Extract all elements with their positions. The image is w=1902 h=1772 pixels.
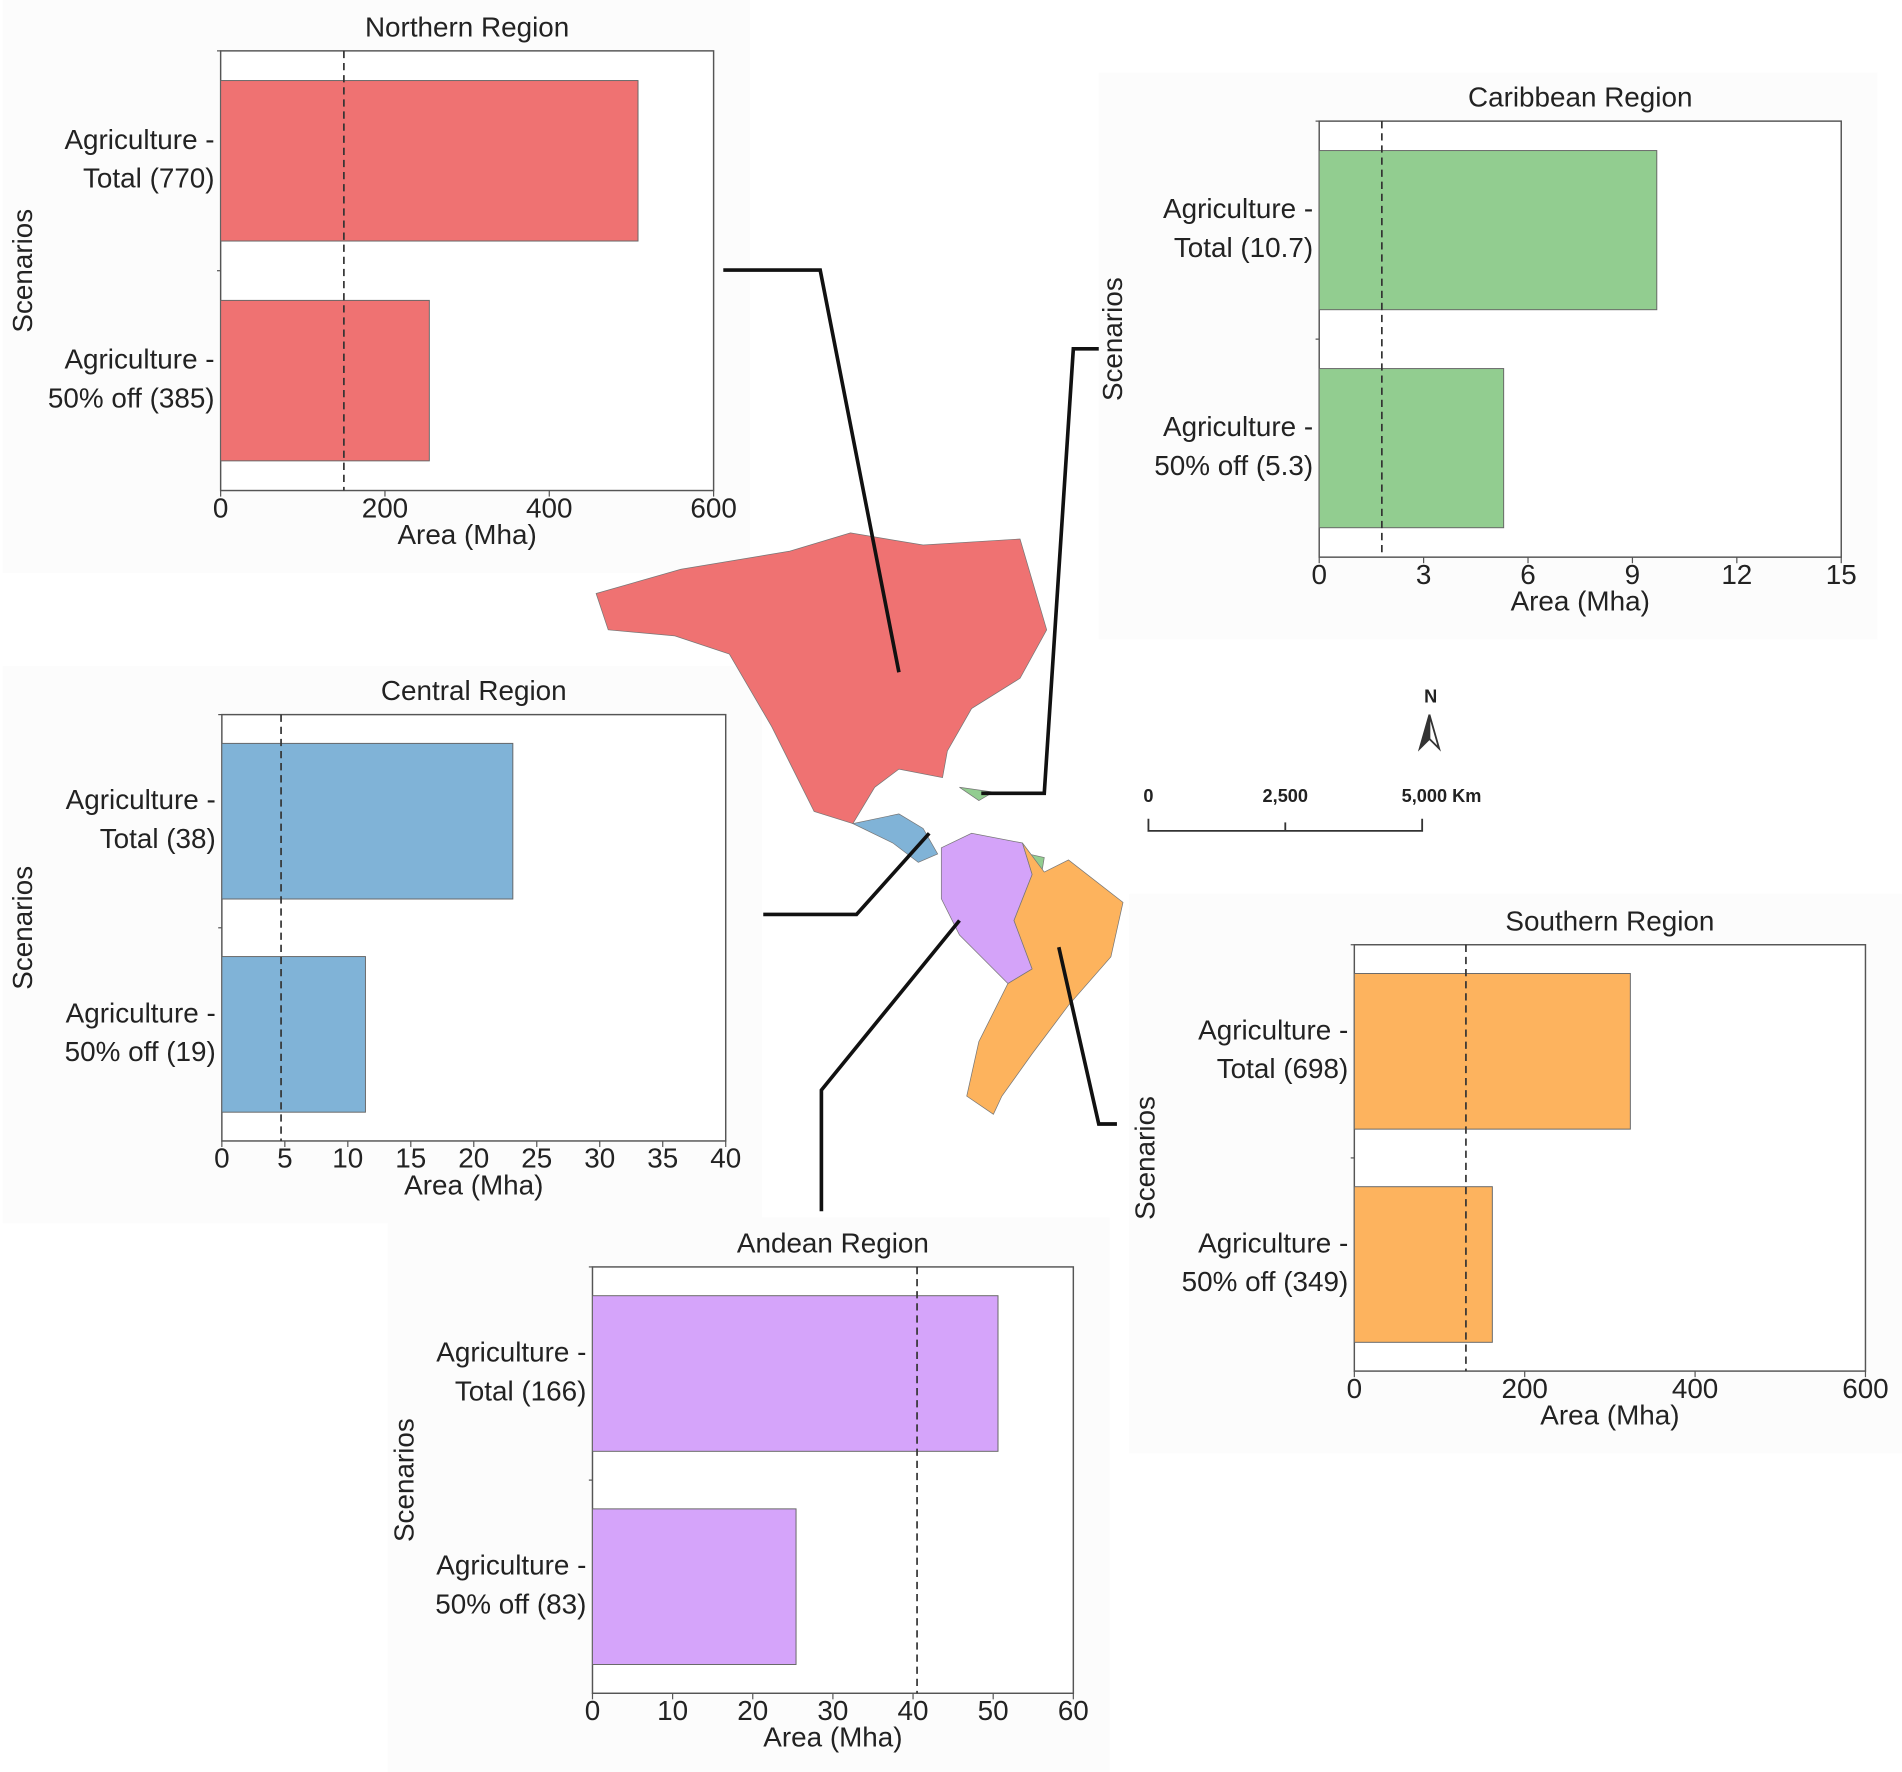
chart-title: Southern Region [1505, 905, 1714, 936]
connector [1057, 946, 1117, 1126]
y-tick-label: Total (10.7) [1174, 232, 1313, 263]
x-tick-label: 40 [898, 1695, 929, 1726]
connector [763, 832, 931, 917]
x-tick-label: 12 [1721, 559, 1752, 590]
y-tick-label: 50% off (349) [1182, 1266, 1349, 1297]
x-tick-label: 20 [458, 1143, 489, 1174]
y-axis-label: Scenarios [1130, 1096, 1161, 1220]
x-tick-label: 600 [690, 492, 736, 523]
x-tick-label: 30 [584, 1143, 615, 1174]
x-tick-label: 0 [1347, 1373, 1363, 1404]
x-tick-label: 400 [1672, 1373, 1718, 1404]
x-axis-label: Area (Mha) [1540, 1399, 1679, 1430]
y-tick-label: Agriculture - [66, 784, 216, 815]
y-tick-label: Total (166) [455, 1375, 587, 1406]
connector [819, 919, 961, 1212]
y-axis-label: Scenarios [7, 209, 38, 333]
y-tick-label: Agriculture - [64, 344, 214, 375]
y-tick-label: Total (770) [83, 163, 215, 194]
map-central [851, 813, 939, 863]
x-tick-label: 10 [332, 1143, 363, 1174]
connector [981, 347, 1099, 796]
x-tick-label: 9 [1625, 559, 1641, 590]
y-tick-label: 50% off (83) [435, 1588, 586, 1619]
y-tick-label: 50% off (5.3) [1154, 450, 1313, 481]
x-tick-label: 0 [214, 1143, 230, 1174]
north-arrow [1428, 714, 1441, 752]
x-tick-label: 0 [585, 1695, 601, 1726]
map-scale [1147, 714, 1441, 832]
map-caribbean [959, 786, 995, 802]
y-tick-label: 50% off (385) [48, 382, 215, 413]
map-southern [966, 842, 1124, 1115]
y-tick-label: Agriculture - [1198, 1014, 1348, 1045]
bar [1318, 368, 1505, 529]
bar [221, 956, 366, 1113]
north-arrow [1417, 714, 1431, 752]
bar [221, 742, 514, 900]
y-tick-label: Agriculture - [436, 1550, 586, 1581]
y-axis-label: Scenarios [7, 866, 38, 990]
y-axis-label: Scenarios [388, 1418, 419, 1542]
map-northern [595, 532, 1048, 825]
x-tick-label: 600 [1842, 1373, 1888, 1404]
x-tick-label: 40 [710, 1143, 741, 1174]
x-tick-label: 30 [817, 1695, 848, 1726]
scale-label: 5,000 Km [1402, 786, 1482, 806]
x-tick-label: 0 [213, 492, 229, 523]
x-tick-label: 10 [657, 1695, 688, 1726]
y-tick-label: 50% off (19) [65, 1036, 216, 1067]
connector [723, 268, 901, 673]
y-tick-label: Total (38) [100, 823, 216, 854]
bar [220, 299, 430, 462]
north-label: N [1424, 686, 1437, 706]
x-axis-label: Area (Mha) [1511, 586, 1650, 617]
scale-label: 2,500 [1263, 786, 1308, 806]
x-tick-label: 50 [978, 1695, 1009, 1726]
chart-title: Central Region [381, 675, 567, 706]
y-tick-label: Agriculture - [436, 1336, 586, 1367]
y-tick-label: Agriculture - [66, 997, 216, 1028]
x-axis-label: Area (Mha) [404, 1169, 543, 1200]
x-tick-label: 5 [277, 1143, 293, 1174]
y-tick-label: Agriculture - [1163, 193, 1313, 224]
x-tick-label: 200 [362, 492, 408, 523]
x-tick-label: 3 [1416, 559, 1432, 590]
x-tick-label: 200 [1501, 1373, 1547, 1404]
x-tick-label: 6 [1520, 559, 1536, 590]
connectors [723, 268, 1117, 1212]
y-tick-label: Agriculture - [1198, 1227, 1348, 1258]
x-tick-label: 0 [1311, 559, 1327, 590]
bar [1353, 1186, 1493, 1343]
x-tick-label: 60 [1058, 1695, 1089, 1726]
bar [591, 1295, 999, 1452]
y-axis-label: Scenarios [1097, 277, 1128, 401]
chart-title: Northern Region [365, 11, 569, 42]
map [595, 532, 1124, 1115]
y-tick-label: Total (698) [1217, 1053, 1349, 1084]
bar [1353, 973, 1631, 1130]
x-axis-label: Area (Mha) [397, 519, 536, 550]
chart-title: Andean Region [737, 1227, 929, 1258]
scale-label: 0 [1143, 786, 1153, 806]
bar [591, 1508, 797, 1665]
x-axis-label: Area (Mha) [763, 1722, 902, 1753]
x-tick-label: 20 [737, 1695, 768, 1726]
x-tick-label: 35 [647, 1143, 678, 1174]
bar [1318, 150, 1658, 311]
bar [220, 80, 639, 242]
x-tick-label: 400 [526, 492, 572, 523]
x-tick-label: 15 [395, 1143, 426, 1174]
y-tick-label: Agriculture - [64, 124, 214, 155]
x-tick-label: 15 [1826, 559, 1857, 590]
x-tick-label: 25 [521, 1143, 552, 1174]
y-tick-label: Agriculture - [1163, 411, 1313, 442]
chart-title: Caribbean Region [1468, 82, 1692, 113]
